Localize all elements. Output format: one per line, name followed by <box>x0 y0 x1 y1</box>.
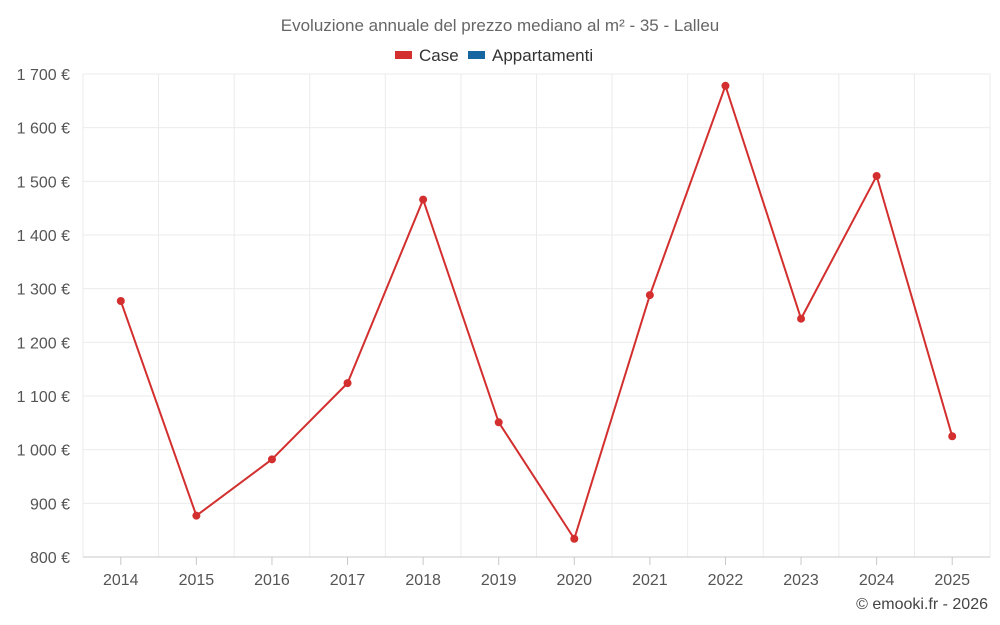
y-tick-label: 1 700 € <box>17 67 70 84</box>
x-tick-label: 2020 <box>556 572 592 589</box>
x-tick-label: 2021 <box>632 572 668 589</box>
y-tick-label: 900 € <box>30 496 70 513</box>
x-tick-label: 2025 <box>934 572 970 589</box>
data-point-2015[interactable] <box>192 511 201 520</box>
data-point-2022[interactable] <box>721 81 730 90</box>
x-tick-label: 2016 <box>254 572 290 589</box>
x-tick-label: 2014 <box>103 572 139 589</box>
y-tick-label: 1 300 € <box>17 282 70 299</box>
y-tick-label: 1 400 € <box>17 228 70 245</box>
grid <box>82 73 991 557</box>
data-point-2019[interactable] <box>494 418 503 427</box>
x-tick-label: 2017 <box>330 572 366 589</box>
data-point-2023[interactable] <box>797 314 806 323</box>
credit-text: © emooki.fr - 2026 <box>856 596 988 613</box>
y-tick-label: 1 100 € <box>17 389 70 406</box>
x-tick-label: 2023 <box>783 572 819 589</box>
x-tick-label: 2022 <box>708 572 744 589</box>
data-point-2021[interactable] <box>645 291 654 300</box>
data-point-2017[interactable] <box>343 379 352 388</box>
axes: 800 € 900 € 1 000 € 1 100 € 1 200 € 1 300 € 1 … <box>17 67 990 589</box>
y-tick-label: 1 000 € <box>17 443 70 460</box>
chart-title: Evoluzione annuale del prezzo mediano al… <box>281 16 719 35</box>
data-point-2018[interactable] <box>419 195 428 204</box>
y-tick-label: 800 € <box>30 550 70 567</box>
y-tick-label: 1 600 € <box>17 121 70 138</box>
x-tick-label: 2018 <box>405 572 441 589</box>
legend-swatch-appartamenti <box>468 51 485 59</box>
x-tick-label: 2019 <box>481 572 517 589</box>
data-point-2025[interactable] <box>948 432 957 441</box>
x-tick-label: 2015 <box>179 572 215 589</box>
x-tick-label: 2024 <box>859 572 895 589</box>
legend: Case Appartamenti <box>395 46 593 65</box>
series-line-case <box>119 84 954 540</box>
data-point-2020[interactable] <box>570 534 579 543</box>
legend-swatch-case <box>395 51 412 59</box>
series-case <box>116 81 957 543</box>
legend-label-case[interactable]: Case <box>419 46 459 65</box>
data-point-2024[interactable] <box>872 171 881 180</box>
y-tick-label: 1 200 € <box>17 335 70 352</box>
data-point-2014[interactable] <box>116 297 125 306</box>
data-point-2016[interactable] <box>267 455 276 464</box>
y-tick-label: 1 500 € <box>17 174 70 191</box>
legend-label-appartamenti[interactable]: Appartamenti <box>492 46 593 65</box>
